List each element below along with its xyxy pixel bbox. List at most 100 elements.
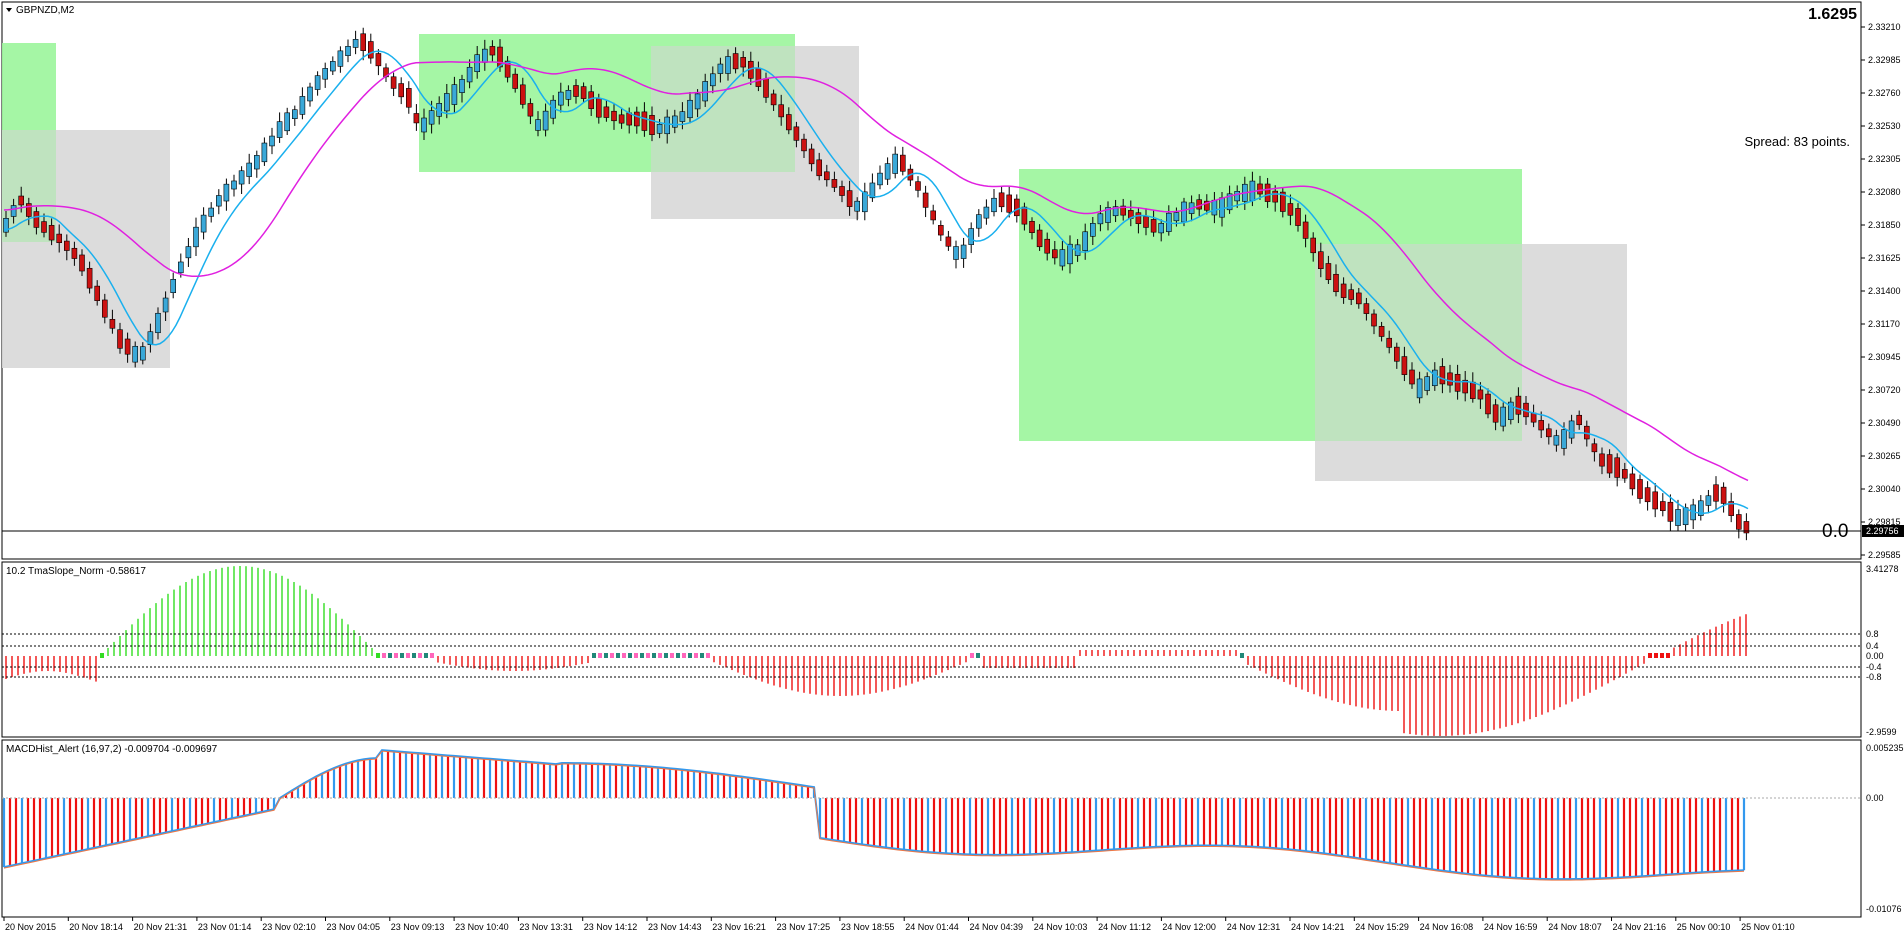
time-tick-label: 24 Nov 01:44 [905,922,959,932]
macd-tick-label: -0.01076 [1866,904,1902,914]
candle-body [915,181,921,191]
candle-body [1280,191,1286,212]
candle-body [1394,346,1400,362]
time-tick-label: 20 Nov 2015 [5,922,56,932]
candle-body [269,135,275,147]
candle-body [1515,395,1522,415]
zone-overlap [2,130,56,242]
time-tick-label: 23 Nov 10:40 [455,922,509,932]
time-tick-label: 24 Nov 16:08 [1420,922,1474,932]
candle-body [1067,243,1073,265]
candle-body [261,142,268,163]
candle-body [687,99,693,119]
macd-tick-label: 0.00 [1866,793,1884,803]
tma-bar [634,653,638,658]
candle-body [41,221,47,233]
current-price-tag: 2.29756 [1866,526,1899,536]
time-tick-label: 24 Nov 18:07 [1548,922,1602,932]
candle-body [466,66,473,83]
symbol-menu-icon[interactable] [6,8,12,12]
candle-body [1013,198,1020,217]
candle-body [1401,356,1408,375]
candle-body [71,247,78,259]
candle-body [1667,501,1674,522]
candle-body [1226,193,1233,211]
candle-body [1120,205,1126,216]
candle-body [823,171,830,181]
candle-body [1318,251,1324,270]
tma-bar [706,653,710,658]
time-tick-label: 24 Nov 16:59 [1484,922,1538,932]
tma-bar [610,653,614,658]
tma-bar [418,653,422,658]
candle-body [1059,249,1066,267]
tma-tick-label: 0.00 [1866,651,1884,661]
candle-body [1477,389,1484,400]
fast-ma-line [3,50,1749,515]
candle-body [360,33,367,51]
candle-body [679,111,686,122]
tma-bar [388,653,392,658]
candle-body [94,285,100,301]
time-tick-label: 24 Nov 10:03 [1034,922,1088,932]
tma-bar [616,653,620,658]
candle-body [808,148,815,165]
candle-body [1454,373,1461,392]
price-tick-label: 2.31170 [1868,319,1900,329]
candle-body [1622,469,1628,479]
candle-body [1736,514,1742,530]
candles-layer [3,27,1750,541]
candle-body [216,195,222,207]
time-tick-label: 20 Nov 21:31 [134,922,188,932]
tma-levels [2,633,1861,678]
candle-body [1720,486,1727,504]
candle-body [185,246,192,259]
candle-body [732,53,739,70]
candle-body [314,75,321,90]
candle-body [557,91,564,106]
candle-body [960,244,967,259]
time-tick-label: 23 Nov 18:55 [841,922,895,932]
tma-bar [682,653,686,658]
candle-body [998,192,1005,208]
candle-body [1629,473,1636,490]
candle-body [869,182,876,199]
candle-body [1356,292,1362,305]
candle-body [33,211,40,228]
tma-bar [652,653,656,658]
candle-body [991,197,997,213]
candle-body [1006,194,1013,213]
time-tick-label: 24 Nov 15:29 [1355,922,1409,932]
candle-body [489,46,496,56]
slow-ma-line [3,61,1749,482]
candle-body [140,346,146,361]
time-axis[interactable]: 20 Nov 2015 20 Nov 18:14 20 Nov 21:31 23 No… [3,917,1795,932]
candle-body [1508,401,1514,420]
tma-tick-label: 0.8 [1866,629,1879,639]
candle-body [1044,238,1050,254]
candle-body [1568,420,1575,439]
candle-body [1470,381,1476,399]
tma-bar [622,653,626,658]
candle-body [276,121,283,138]
time-tick-label: 23 Nov 02:10 [262,922,316,932]
price-tick-label: 2.29585 [1868,550,1901,560]
candle-body [322,68,329,80]
time-tick-label: 25 Nov 01:10 [1741,922,1795,932]
candle-body [1310,237,1316,254]
time-tick-label: 20 Nov 18:14 [69,922,123,932]
candle-body [1257,183,1263,195]
candle-body [147,331,154,345]
tma-pane[interactable] [1,561,1862,738]
price-axis[interactable]: 2.33210 2.32985 2.32760 2.32530 2.32305 2.320… [1861,22,1901,560]
tma-bar [430,653,434,658]
candle-body [702,81,709,102]
candle-body [861,191,868,213]
candle-body [618,114,625,124]
candle-body [519,84,526,105]
price-tick-label: 2.31400 [1868,286,1901,296]
candle-body [1204,200,1210,211]
candle-body [839,186,845,196]
